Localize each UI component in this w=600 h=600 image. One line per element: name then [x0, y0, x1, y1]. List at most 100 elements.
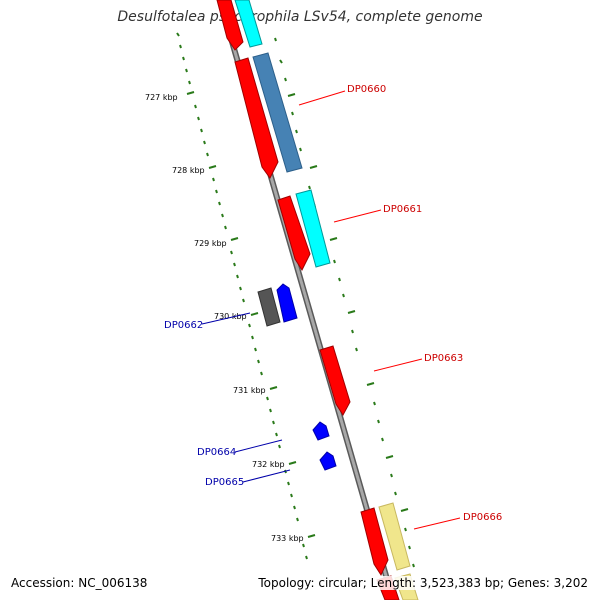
scale-label: 732 kbp [252, 460, 285, 469]
tick-dot [251, 335, 254, 340]
gene-label-dp0665[interactable]: DP0665 [205, 477, 244, 488]
tick-dot [404, 527, 407, 532]
major-tick [309, 165, 318, 169]
major-tick [230, 237, 239, 241]
tick-dot [233, 262, 236, 267]
major-tick [288, 461, 297, 465]
tick-dot [269, 408, 272, 413]
tick-dot [412, 563, 415, 568]
gene-label-dp0662[interactable]: DP0662 [164, 320, 203, 331]
leader-line-dp0664 [234, 439, 283, 453]
tick-dot [239, 286, 242, 291]
gene-dp0666[interactable] [360, 502, 411, 577]
leader-line-dp0661 [333, 209, 382, 223]
tick-dot [351, 329, 354, 334]
cds-forward-arrow [234, 57, 279, 179]
scale-label: 728 kbp [172, 166, 205, 175]
tick-dot [342, 293, 345, 298]
tick-dot [224, 225, 227, 230]
tick-dot [299, 147, 302, 152]
major-tick [307, 534, 316, 538]
tick-dot [179, 44, 182, 49]
tick-dot [200, 128, 203, 133]
tick-dot [284, 77, 287, 82]
cds-reverse-arrow [319, 451, 337, 471]
major-tick [400, 508, 409, 512]
gene-leader-lines [201, 90, 461, 530]
major-tick [385, 455, 394, 459]
major-tick [347, 310, 356, 314]
gene-label-dp0663[interactable]: DP0663 [424, 353, 463, 364]
tick-dot [212, 177, 215, 182]
tick-dot [221, 213, 224, 218]
tick-dot [390, 473, 393, 478]
leader-line-dp0665 [242, 469, 291, 483]
tick-dot [182, 56, 185, 61]
scale-labels: 727 kbp 728 kbp 729 kbp 730 kbp 731 kbp … [145, 93, 304, 543]
leader-line-dp0666 [413, 517, 461, 530]
tick-dot [260, 371, 263, 376]
major-tick [186, 91, 195, 95]
gene-label-dp0666[interactable]: DP0666 [463, 512, 502, 523]
gene-dp0661[interactable] [277, 189, 331, 272]
cds-reverse-arrow [312, 421, 330, 441]
leader-line-dp0660 [298, 90, 346, 106]
cds-forward-arrow [360, 507, 389, 577]
tick-dot [279, 59, 283, 64]
cds-forward-arrow [277, 195, 311, 272]
gene-dp0664[interactable] [312, 421, 330, 441]
gene-labels: DP0660 DP0661 DP0662 DP0663 DP0664 DP066… [164, 84, 502, 523]
cds-forward-arrow [319, 345, 351, 416]
tick-dot [274, 37, 277, 42]
gene-dp0665[interactable] [319, 451, 337, 471]
scale-label: 733 kbp [271, 534, 304, 543]
tick-dot [333, 259, 336, 264]
tick-dot [218, 201, 221, 206]
map-title: Desulfotalea psychrophila LSv54, complet… [117, 9, 483, 25]
tick-dot [248, 323, 251, 328]
cds-forward-arrow [216, 0, 244, 51]
tick-dot [188, 80, 191, 85]
gene-label-dp0660[interactable]: DP0660 [347, 84, 386, 95]
top-features [216, 0, 263, 51]
tick-dot [206, 152, 209, 157]
tick-dot [373, 401, 376, 406]
gray-feature [257, 287, 281, 327]
scale-tick-track [176, 32, 316, 560]
tick-dot [254, 347, 257, 352]
tick-dot [197, 116, 200, 121]
scale-label: 729 kbp [194, 239, 227, 248]
scale-label: 731 kbp [233, 386, 266, 395]
major-tick [287, 93, 296, 97]
tick-dot [194, 104, 197, 109]
leader-line-dp0663 [373, 358, 423, 372]
tick-dot [278, 444, 281, 449]
leader-line-dp0662 [201, 312, 251, 325]
tick-dot [275, 432, 278, 437]
tick-dot [266, 396, 269, 401]
gene-dp0662[interactable] [257, 283, 298, 327]
major-tick [366, 382, 375, 386]
major-tick [329, 237, 338, 241]
tick-dot [290, 493, 293, 498]
scale-label: 730 kbp [214, 312, 247, 321]
tick-dot [291, 111, 294, 116]
major-tick [250, 312, 259, 316]
trna-feature [234, 0, 263, 48]
tick-dot [381, 437, 384, 442]
tick-dot [302, 543, 305, 548]
gene-dp0663[interactable] [319, 345, 351, 416]
tick-dot [408, 545, 411, 550]
gene-dp0660[interactable] [234, 52, 303, 179]
tick-dot [203, 140, 206, 145]
tick-dot [355, 347, 358, 352]
tick-dot [377, 419, 380, 424]
tick-dot [257, 359, 260, 364]
gene-label-dp0664[interactable]: DP0664 [197, 447, 236, 458]
gene-label-dp0661[interactable]: DP0661 [383, 204, 422, 215]
cds-reverse-arrow [276, 283, 298, 323]
blast-hit-yellow [378, 502, 411, 571]
blast-hit-steel [252, 52, 303, 173]
tick-dot [236, 274, 239, 279]
